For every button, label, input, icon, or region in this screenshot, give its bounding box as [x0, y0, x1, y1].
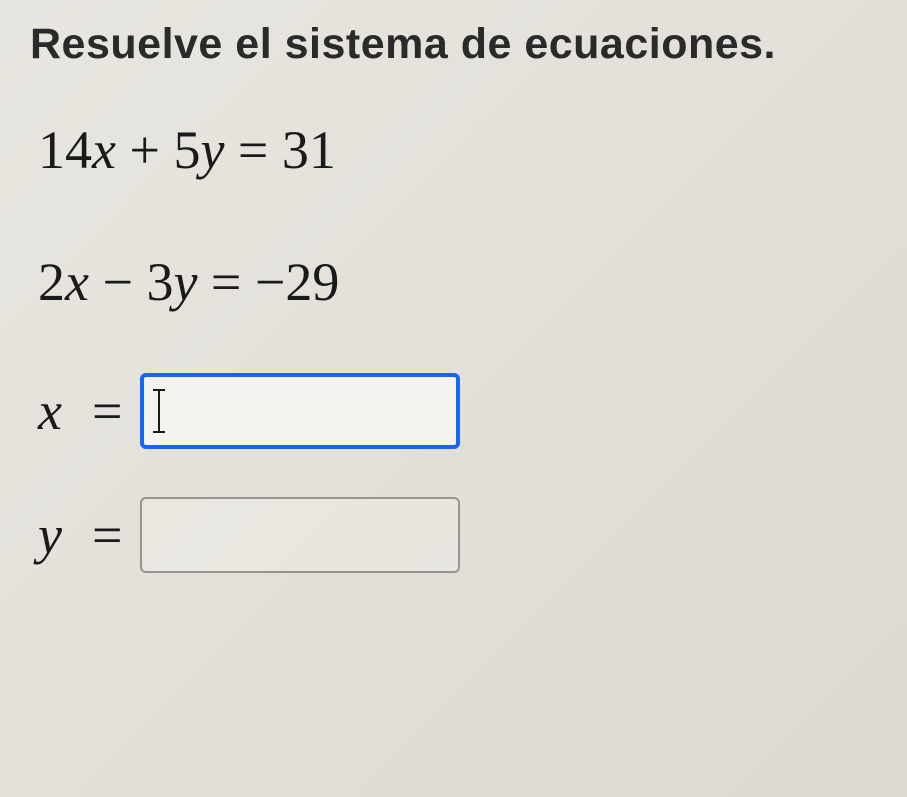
answer-row-x: x = [30, 373, 877, 449]
eq2-sign: − [89, 252, 146, 312]
eq1-coef-y: 5 [173, 120, 200, 180]
eq2-equals: = [197, 252, 254, 312]
text-cursor-icon [158, 391, 160, 431]
equation-2: 2x − 3y = −29 [30, 251, 877, 313]
eq1-equals: = [224, 120, 281, 180]
variable-x: x [65, 252, 89, 312]
eq1-coef-x: 14 [38, 120, 92, 180]
answer-y-label: y [38, 504, 82, 566]
eq2-rhs: −29 [255, 252, 339, 312]
equation-1: 14x + 5y = 31 [30, 119, 877, 181]
equals-sign: = [92, 380, 122, 442]
y-input[interactable] [140, 497, 460, 573]
page-title: Resuelve el sistema de ecuaciones. [30, 20, 877, 69]
eq2-coef-x: 2 [38, 252, 65, 312]
eq2-coef-y: 3 [146, 252, 173, 312]
x-input[interactable] [140, 373, 460, 449]
answer-row-y: y = [30, 497, 877, 573]
answer-x-label: x [38, 380, 82, 442]
equals-sign: = [92, 504, 122, 566]
eq1-rhs: 31 [282, 120, 336, 180]
variable-y: y [200, 120, 224, 180]
eq1-sign: + [116, 120, 173, 180]
variable-y: y [173, 252, 197, 312]
variable-x: x [92, 120, 116, 180]
